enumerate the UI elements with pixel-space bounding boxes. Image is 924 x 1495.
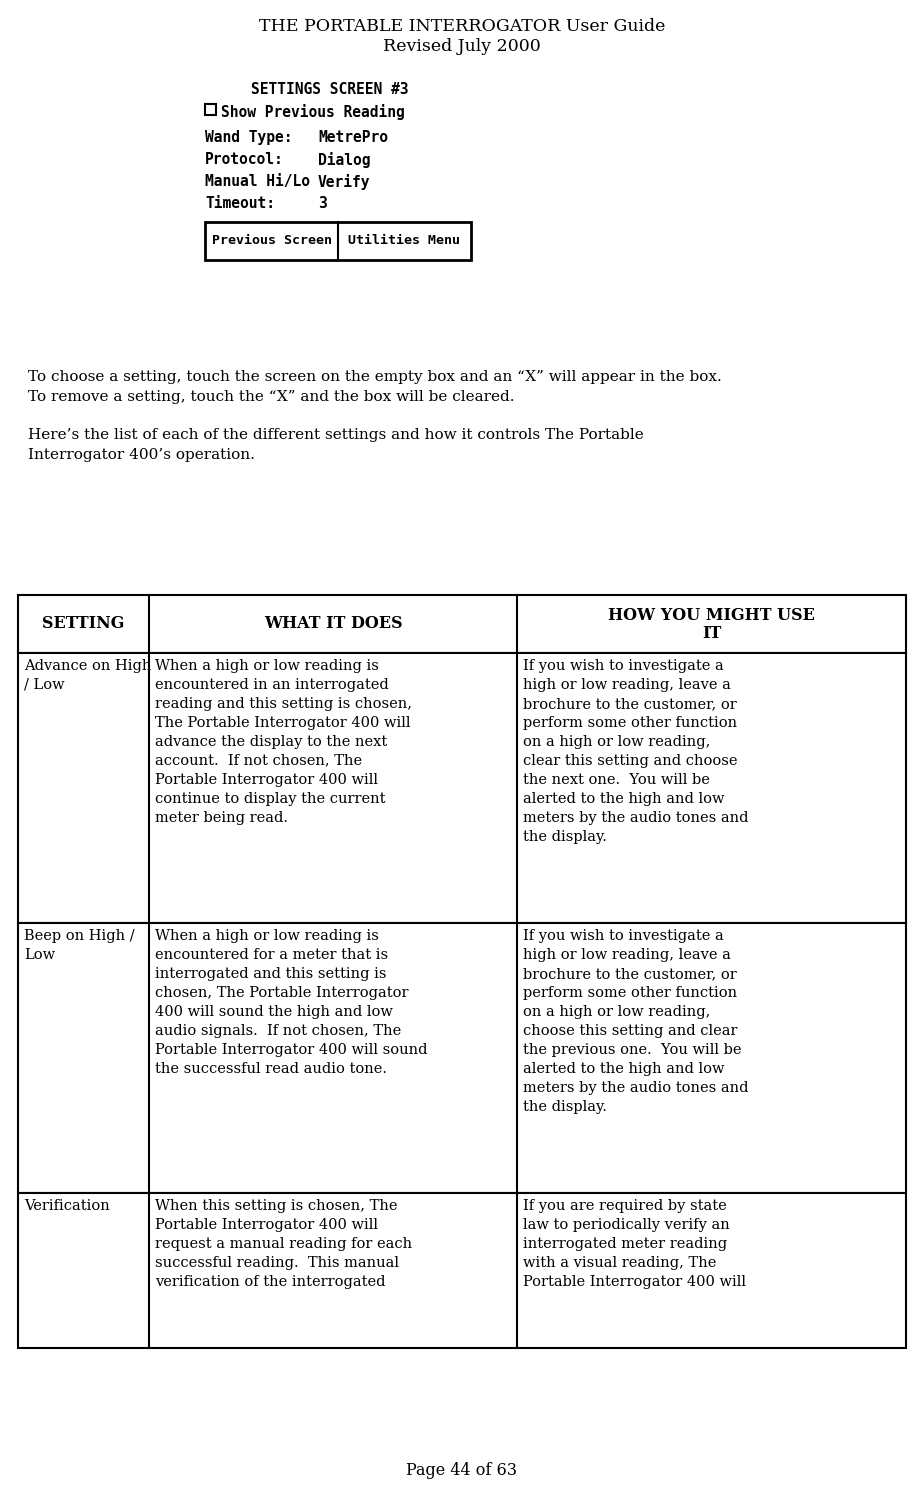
Text: THE PORTABLE INTERROGATOR User Guide: THE PORTABLE INTERROGATOR User Guide [259,18,665,34]
Bar [18,653,906,922]
Text: SETTINGS SCREEN #3: SETTINGS SCREEN #3 [251,82,408,97]
Text: Dialog: Dialog [318,152,371,167]
Text: Beep on High /
Low: Beep on High / Low [24,928,135,961]
Text: Manual Hi/Lo: Manual Hi/Lo [205,173,310,188]
Text: If you wish to investigate a
high or low reading, leave a
brochure to the custom: If you wish to investigate a high or low… [523,659,748,843]
Text: HOW YOU MIGHT USE: HOW YOU MIGHT USE [608,607,815,625]
Text: Verification: Verification [24,1199,110,1212]
Text: To choose a setting, touch the screen on the empty box and an “X” will appear in: To choose a setting, touch the screen on… [28,369,722,384]
Text: When a high or low reading is
encountered for a meter that is
interrogated and t: When a high or low reading is encountere… [155,928,428,1075]
Text: Here’s the list of each of the different settings and how it controls The Portab: Here’s the list of each of the different… [28,428,644,443]
Text: IT: IT [702,625,721,641]
Text: When this setting is chosen, The
Portable Interrogator 400 will
request a manual: When this setting is chosen, The Portabl… [155,1199,412,1289]
Text: Revised July 2000: Revised July 2000 [383,37,541,55]
Text: Timeout:: Timeout: [205,196,275,211]
Text: WHAT IT DOES: WHAT IT DOES [263,616,402,632]
Text: Show Previous Reading: Show Previous Reading [221,105,405,120]
Bar [205,105,216,115]
Text: SETTING: SETTING [43,616,125,632]
Bar [18,922,906,1193]
Bar [205,221,471,260]
Text: If you wish to investigate a
high or low reading, leave a
brochure to the custom: If you wish to investigate a high or low… [523,928,748,1114]
Text: 3: 3 [318,196,327,211]
Text: MetrePro: MetrePro [318,130,388,145]
Text: If you are required by state
law to periodically verify an
interrogated meter re: If you are required by state law to peri… [523,1199,746,1289]
Text: Advance on High
/ Low: Advance on High / Low [24,659,152,692]
Text: Verify: Verify [318,173,371,190]
Text: Utilities Menu: Utilities Menu [348,235,460,248]
Text: Wand Type:: Wand Type: [205,130,293,145]
Text: To remove a setting, touch the “X” and the box will be cleared.: To remove a setting, touch the “X” and t… [28,390,515,404]
Text: Previous Screen: Previous Screen [212,235,332,248]
Text: When a high or low reading is
encountered in an interrogated
reading and this se: When a high or low reading is encountere… [155,659,412,825]
Text: Interrogator 400’s operation.: Interrogator 400’s operation. [28,448,255,462]
Text: Page 44 of 63: Page 44 of 63 [407,1462,517,1479]
Bar [18,1193,906,1348]
Text: Protocol:: Protocol: [205,152,284,167]
Bar [18,595,906,653]
